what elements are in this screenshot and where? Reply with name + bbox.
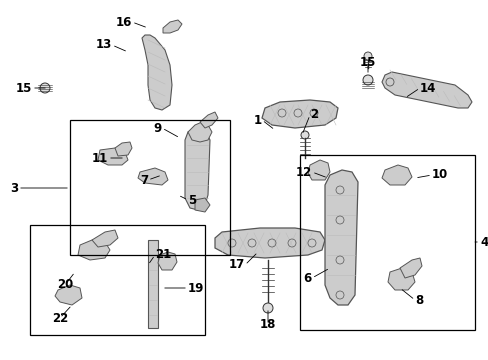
Text: 14: 14 [419,81,435,94]
Bar [299,155,474,330]
Text: 12: 12 [295,166,311,179]
Text: 22: 22 [52,311,68,324]
Text: 8: 8 [414,293,423,306]
Polygon shape [381,72,471,108]
Polygon shape [163,20,182,33]
Circle shape [41,84,49,92]
Polygon shape [184,128,209,210]
Polygon shape [138,168,168,185]
Bar [30,225,204,335]
Text: 15: 15 [359,55,375,68]
Text: 17: 17 [228,258,244,271]
Polygon shape [307,160,329,180]
Polygon shape [92,230,118,247]
Text: 21: 21 [155,248,171,261]
Text: 19: 19 [187,282,204,294]
Text: 1: 1 [253,113,262,126]
Circle shape [363,52,371,60]
Text: 15: 15 [16,81,32,94]
Polygon shape [325,170,357,305]
Polygon shape [215,228,325,258]
Text: 16: 16 [115,15,132,28]
Text: 2: 2 [309,108,318,122]
Polygon shape [381,165,411,185]
Polygon shape [98,148,128,165]
Circle shape [362,75,372,85]
Polygon shape [115,142,132,156]
Text: 20: 20 [57,279,73,292]
Text: 18: 18 [259,319,276,332]
Polygon shape [158,252,177,270]
Circle shape [40,83,50,93]
Text: 5: 5 [187,194,196,207]
Text: 9: 9 [153,122,162,135]
Polygon shape [78,240,110,260]
Text: 7: 7 [140,174,148,186]
Text: 13: 13 [96,39,112,51]
Text: 10: 10 [431,168,447,181]
Polygon shape [262,100,337,128]
Polygon shape [195,198,209,212]
Text: 6: 6 [303,271,311,284]
Bar [70,120,229,255]
Polygon shape [55,285,82,305]
Text: 4: 4 [479,235,487,248]
Bar [148,240,158,328]
Polygon shape [142,35,172,110]
Text: 3: 3 [10,181,18,194]
Circle shape [263,303,272,313]
Polygon shape [399,258,421,278]
Polygon shape [187,122,212,142]
Polygon shape [387,268,414,290]
Text: 11: 11 [92,152,108,165]
Polygon shape [200,112,218,128]
Circle shape [301,131,308,139]
